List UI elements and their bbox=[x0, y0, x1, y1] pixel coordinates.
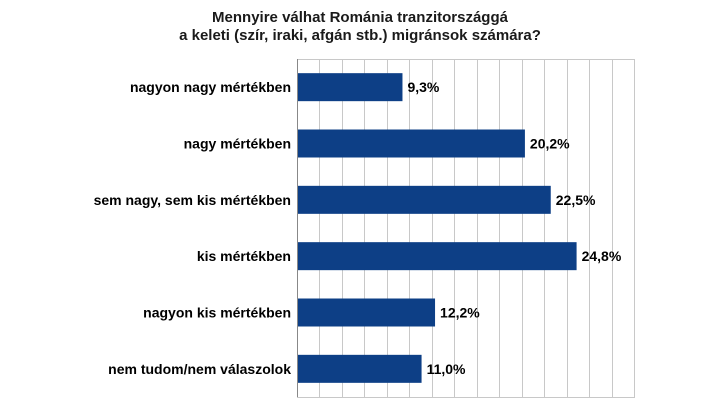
bar bbox=[298, 354, 422, 383]
category-label: kis mértékben bbox=[197, 248, 291, 264]
chart-title-line-2: a keleti (szír, iraki, afgán stb.) migrá… bbox=[179, 27, 541, 44]
value-label: 20,2% bbox=[530, 136, 570, 152]
bar bbox=[298, 129, 525, 158]
category-label: sem nagy, sem kis mértékben bbox=[94, 192, 291, 208]
category-label: nagyon nagy mértékben bbox=[130, 79, 291, 95]
value-label: 12,2% bbox=[440, 305, 480, 321]
value-label: 24,8% bbox=[582, 248, 622, 264]
value-label: 22,5% bbox=[556, 192, 596, 208]
bar bbox=[298, 242, 577, 271]
category-label: nagyon kis mértékben bbox=[143, 305, 291, 321]
category-label: nagy mértékben bbox=[184, 136, 291, 152]
bar bbox=[298, 185, 551, 214]
bar bbox=[298, 298, 436, 327]
chart-title-line-1: Mennyire válhat Románia tranzitországgá bbox=[212, 9, 508, 26]
value-label: 11,0% bbox=[427, 361, 466, 377]
bar bbox=[298, 73, 403, 102]
value-label: 9,3% bbox=[407, 79, 439, 95]
category-label: nem tudom/nem válaszolok bbox=[108, 361, 291, 377]
plot-frame bbox=[297, 59, 635, 398]
